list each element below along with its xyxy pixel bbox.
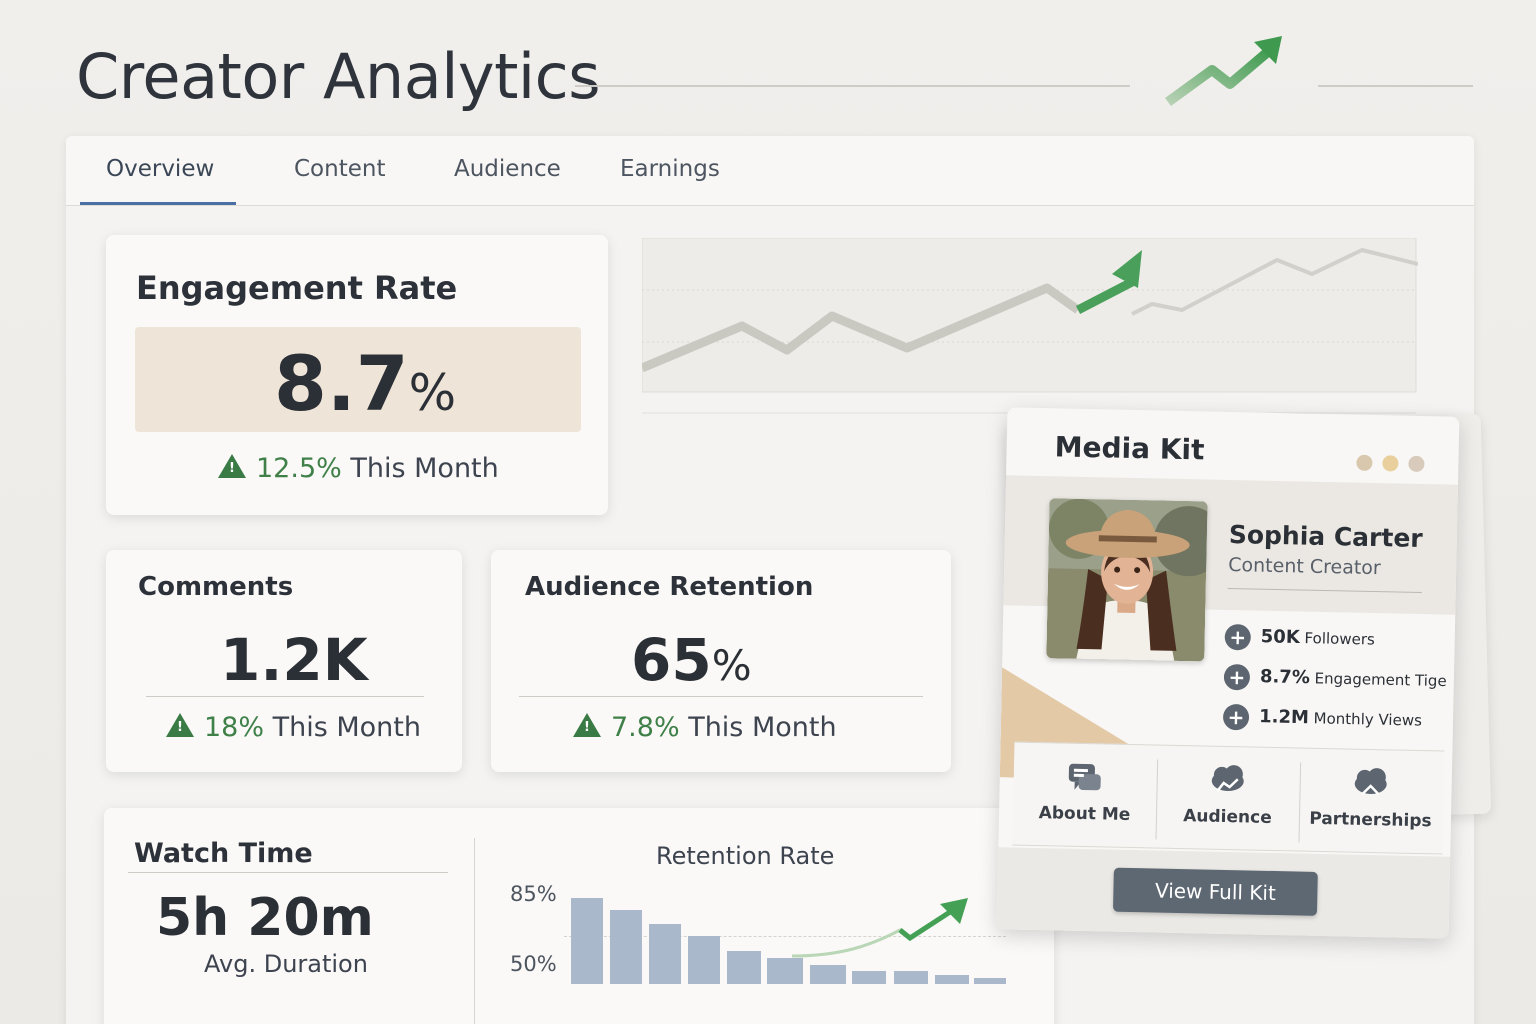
- bar-10: [935, 975, 969, 984]
- bar-1: [571, 898, 603, 984]
- stat-monthly-views: +1.2M Monthly Views: [1222, 703, 1422, 734]
- bar-5: [727, 951, 761, 984]
- bar-3: [649, 924, 681, 984]
- media-kit-nav: About Me Audience Partnerships: [1012, 741, 1445, 856]
- audience-retention-value: 65%: [631, 626, 752, 694]
- media-kit-title: Media Kit: [1054, 430, 1205, 467]
- retention-trend-arrow-icon: [791, 898, 968, 958]
- retention-trend: 7.8% This Month: [573, 712, 837, 743]
- active-tab-indicator: [80, 202, 236, 205]
- tab-audience[interactable]: Audience: [454, 156, 561, 182]
- comments-value: 1.2K: [220, 626, 368, 694]
- y-tick-bottom: 50%: [510, 952, 557, 976]
- bar-2: [610, 910, 642, 984]
- audience-retention-title: Audience Retention: [525, 572, 814, 602]
- engagement-trend: 12.5% This Month: [218, 453, 499, 484]
- plus-icon: +: [1222, 703, 1250, 731]
- audience-retention-card: Audience Retention 65% 7.8% This Month: [491, 550, 951, 772]
- engagement-value-highlight: [135, 327, 581, 432]
- avatar: [1046, 498, 1208, 662]
- stat-engagement: +8.7% Engagement Tige: [1223, 663, 1447, 695]
- bar-6: [767, 958, 803, 984]
- comments-trend: 18% This Month: [166, 712, 421, 743]
- chat-bubbles-icon: [1068, 763, 1101, 791]
- title-rule-right: [1318, 85, 1473, 87]
- watch-time-value: 5h 20m: [156, 888, 374, 948]
- tab-earnings[interactable]: Earnings: [620, 156, 720, 182]
- watch-time-card: Watch Time 5h 20m Avg. Duration Retentio…: [104, 808, 1054, 1024]
- tab-content[interactable]: Content: [294, 156, 386, 182]
- comments-card: Comments 1.2K 18% This Month: [106, 550, 462, 772]
- cloud-chart-icon: [1211, 765, 1244, 792]
- creator-name: Sophia Carter: [1228, 519, 1423, 554]
- warning-triangle-icon: [166, 713, 194, 737]
- card-separator: [474, 838, 475, 1024]
- window-dot: [1382, 455, 1399, 472]
- bar-4: [688, 936, 720, 984]
- plus-icon: +: [1223, 663, 1251, 691]
- window-dot: [1356, 454, 1373, 471]
- engagement-rate-title: Engagement Rate: [136, 269, 458, 307]
- tab-overview[interactable]: Overview: [106, 156, 215, 182]
- retention-chart-title: Retention Rate: [656, 842, 835, 870]
- stat-followers: +50K Followers: [1224, 623, 1375, 653]
- tab-bar: Overview Content Audience Earnings: [66, 136, 1474, 206]
- comments-divider: [146, 696, 424, 697]
- trend-line-chart: [642, 238, 1418, 414]
- engagement-rate-card: Engagement Rate 8.7% 12.5% This Month: [106, 235, 608, 515]
- window-dot: [1408, 455, 1425, 473]
- watch-time-divider: [128, 872, 448, 873]
- plus-icon: +: [1224, 623, 1252, 651]
- comments-title: Comments: [138, 572, 294, 602]
- cloud-handshake-icon: [1354, 768, 1387, 796]
- page-title: Creator Analytics: [76, 40, 601, 113]
- bar-11: [974, 978, 1006, 984]
- bar-9: [894, 971, 928, 984]
- trend-up-arrow-icon: [1165, 36, 1282, 107]
- bar-7: [810, 965, 846, 984]
- engagement-rate-value: 8.7%: [274, 339, 457, 428]
- retention-divider: [519, 696, 923, 697]
- view-full-kit-button[interactable]: View Full Kit: [1112, 867, 1318, 916]
- gridline: [564, 936, 1006, 937]
- warning-triangle-icon: [573, 713, 601, 737]
- nav-partnerships[interactable]: Partnerships: [1298, 749, 1443, 856]
- watch-time-caption: Avg. Duration: [204, 950, 368, 978]
- watch-time-title: Watch Time: [134, 838, 313, 869]
- nav-about-me[interactable]: About Me: [1012, 743, 1157, 850]
- bar-8: [852, 971, 886, 984]
- nav-audience[interactable]: Audience: [1155, 746, 1300, 853]
- creator-role: Content Creator: [1228, 553, 1381, 580]
- title-rule-left: [575, 85, 1130, 87]
- warning-triangle-icon: [218, 454, 246, 478]
- y-tick-top: 85%: [510, 882, 557, 906]
- media-kit-card: Media Kit Sophia Carter Content Creator: [996, 407, 1460, 939]
